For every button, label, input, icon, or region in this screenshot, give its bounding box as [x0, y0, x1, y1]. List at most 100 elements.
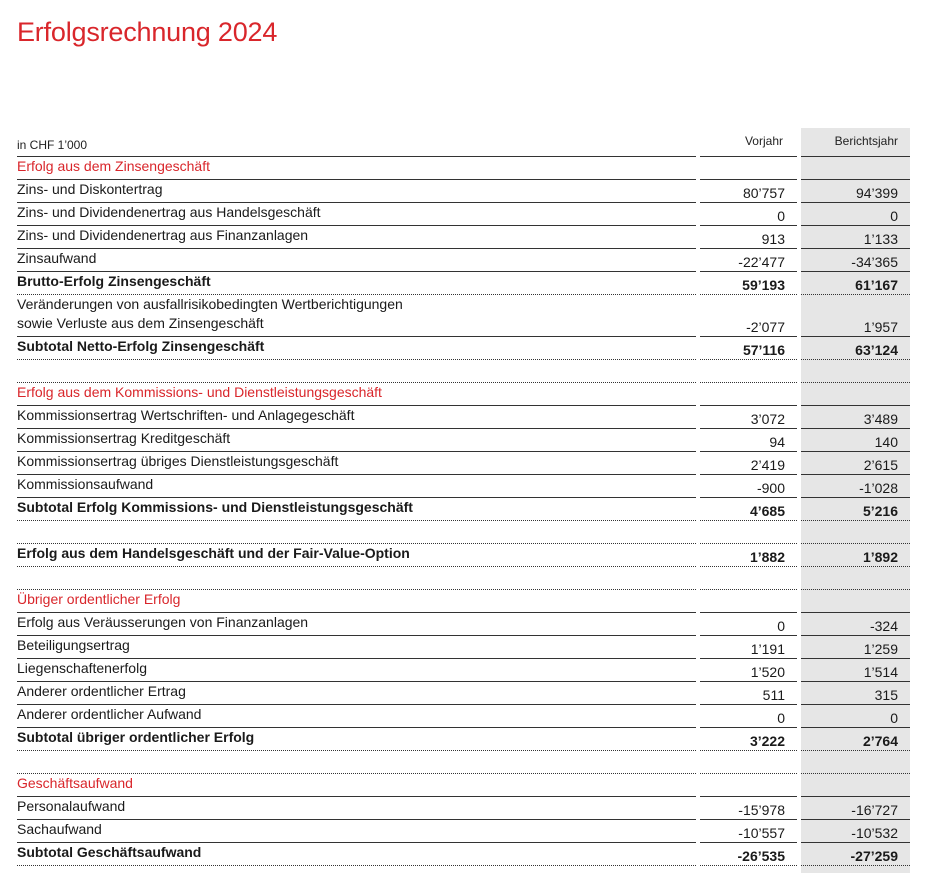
- row-rule: [700, 658, 797, 659]
- row-rule: [700, 202, 797, 203]
- prior-year-value: -15’978: [738, 802, 785, 818]
- subtotal-row: Subtotal Erfolg Kommissions- und Dienstl…: [0, 497, 928, 520]
- row-label: Zins- und Diskontertrag: [17, 181, 163, 197]
- row-label: Subtotal Netto-Erfolg Zinsengeschäft: [17, 338, 265, 354]
- row-rule: [17, 202, 696, 203]
- table-row: Kommissionsertrag übriges Dienstleistung…: [0, 451, 928, 474]
- row-rule: [17, 156, 696, 157]
- prior-year-value: 80’757: [742, 185, 785, 201]
- subtotal-row: Erfolg aus dem Handelsgeschäft und der F…: [0, 543, 928, 566]
- row-rule: [17, 635, 696, 636]
- row-rule-dotted: [17, 865, 696, 866]
- section-title: Erfolg aus dem Zinsengeschäft: [17, 158, 210, 174]
- current-year-value: -27’259: [850, 848, 898, 864]
- current-year-value: 1’892: [862, 549, 898, 565]
- row-label: Sachaufwand: [17, 821, 102, 837]
- current-year-value: -1’028: [859, 480, 898, 496]
- row-rule: [700, 451, 797, 452]
- row-rule-dotted: [801, 865, 910, 866]
- row-label: Liegenschaftenerfolg: [17, 660, 147, 676]
- row-rule-dotted: [17, 520, 696, 521]
- row-rule: [17, 405, 696, 406]
- row-label: Kommissionsertrag übriges Dienstleistung…: [17, 453, 339, 469]
- table-row: Anderer ordentlicher Aufwand 0 0: [0, 704, 928, 727]
- row-rule-dotted: [801, 359, 910, 360]
- row-rule: [700, 635, 797, 636]
- row-rule: [801, 704, 910, 705]
- subtotal-row: Brutto-Erfolg Zinsengeschäft 59’193 61’167: [0, 271, 928, 294]
- row-rule: [700, 225, 797, 226]
- spacer-row: [0, 750, 928, 773]
- table-row: Liegenschaftenerfolg 1’520 1’514: [0, 658, 928, 681]
- spacer-row: [0, 520, 928, 543]
- prior-year-value: 3’222: [749, 733, 785, 749]
- row-rule-dotted: [801, 750, 910, 751]
- row-label-line2: sowie Verluste aus dem Zinsengeschäft: [17, 315, 264, 331]
- row-rule-dotted: [801, 543, 910, 544]
- row-rule: [700, 271, 797, 272]
- current-year-value: 5’216: [862, 503, 898, 519]
- prior-year-value: -26’535: [737, 848, 785, 864]
- row-rule: [17, 248, 696, 249]
- table-row: Zins- und Diskontertrag 80’757 94’399: [0, 179, 928, 202]
- table-row: Kommissionsertrag Wertschriften- und Anl…: [0, 405, 928, 428]
- prior-year-value: 94: [769, 434, 785, 450]
- row-rule: [17, 336, 696, 337]
- row-rule: [700, 179, 797, 180]
- row-rule: [801, 497, 910, 498]
- row-rule-dotted: [700, 589, 797, 590]
- row-rule-dotted: [801, 294, 910, 295]
- section-title: Erfolg aus dem Kommissions- und Dienstle…: [17, 384, 382, 400]
- row-rule: [801, 271, 910, 272]
- row-rule: [801, 796, 910, 797]
- prior-year-value: -22’477: [738, 254, 785, 270]
- current-year-value: -324: [869, 618, 898, 634]
- current-year-value: -16’727: [851, 802, 898, 818]
- current-year-column-shading: [801, 128, 910, 873]
- row-rule-dotted: [700, 382, 797, 383]
- row-rule-dotted: [700, 359, 797, 360]
- current-year-value: -34’365: [851, 254, 898, 270]
- prior-year-value: 59’193: [742, 277, 785, 293]
- current-year-value: 315: [874, 687, 898, 703]
- table-row: Veränderungen von ausfallrisikobedingten…: [0, 294, 928, 336]
- current-year-value: 0: [890, 208, 898, 224]
- row-rule-dotted: [17, 382, 696, 383]
- row-rule: [801, 451, 910, 452]
- row-rule: [700, 796, 797, 797]
- row-label: Kommissionsertrag Wertschriften- und Anl…: [17, 407, 355, 423]
- prior-year-value: 1’882: [749, 549, 785, 565]
- row-rule: [17, 727, 696, 728]
- row-rule: [801, 225, 910, 226]
- row-rule-dotted: [700, 520, 797, 521]
- row-rule: [700, 428, 797, 429]
- row-rule: [801, 202, 910, 203]
- current-year-value: 1’133: [863, 231, 898, 247]
- row-rule: [17, 796, 696, 797]
- prior-year-value: 1’191: [750, 641, 785, 657]
- row-rule: [17, 612, 696, 613]
- table-row: Kommissionsertrag Kreditgeschäft 94 140: [0, 428, 928, 451]
- row-rule: [17, 225, 696, 226]
- row-rule-dotted: [700, 750, 797, 751]
- row-rule: [17, 271, 696, 272]
- row-label: Kommissionsertrag Kreditgeschäft: [17, 430, 231, 446]
- row-rule: [700, 704, 797, 705]
- current-year-value: 3’489: [863, 411, 898, 427]
- row-rule-dotted: [801, 520, 910, 521]
- prior-year-value: 913: [761, 231, 785, 247]
- row-rule-dotted: [700, 566, 797, 567]
- spacer-row: [0, 359, 928, 382]
- current-year-value: 63’124: [855, 342, 898, 358]
- row-rule: [700, 248, 797, 249]
- row-rule: [17, 179, 696, 180]
- row-rule-dotted: [17, 294, 696, 295]
- row-label: Erfolg aus Veräusserungen von Finanzanla…: [17, 614, 309, 630]
- row-rule-dotted: [801, 382, 910, 383]
- current-year-value: 2’764: [862, 733, 898, 749]
- row-rule: [801, 819, 910, 820]
- row-rule: [700, 336, 797, 337]
- column-header-current-year: Berichtsjahr: [834, 134, 898, 148]
- prior-year-value: -900: [756, 480, 785, 496]
- table-row: Personalaufwand -15’978 -16’727: [0, 796, 928, 819]
